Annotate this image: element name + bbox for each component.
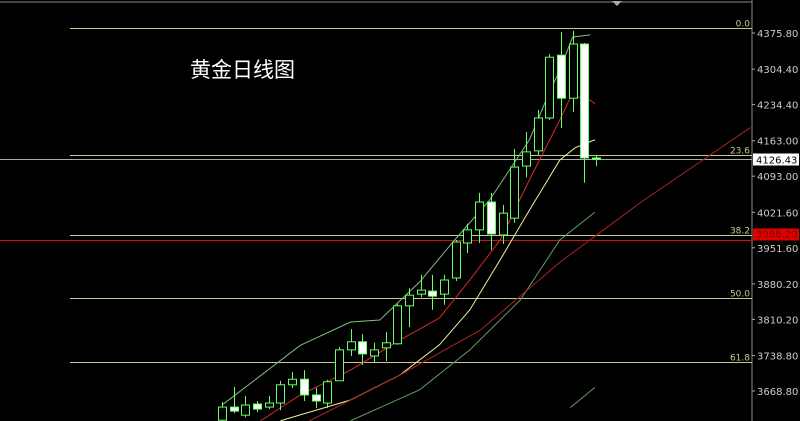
y-tick-label: 3668.80 (757, 387, 798, 398)
current-price-badge (753, 153, 799, 166)
bear-candle (230, 406, 239, 412)
bear-candle (253, 403, 262, 410)
bear-candle (557, 54, 566, 99)
bull-candle (288, 378, 297, 386)
bull-candle (382, 342, 391, 349)
bear-candle (487, 201, 496, 235)
fib-label: 38.2 (730, 227, 750, 237)
fib-label: 0.0 (736, 20, 751, 30)
y-tick-label: 3880.20 (757, 280, 798, 291)
indicator-line (350, 211, 596, 421)
bull-candle (347, 341, 356, 351)
y-tick-label: 3951.60 (757, 244, 798, 255)
indicator-line (221, 34, 591, 406)
bull-candle (534, 117, 543, 152)
bull-candle (463, 229, 472, 244)
bull-candle (241, 404, 250, 416)
indicator-line (280, 139, 596, 421)
y-tick-label: 4234.40 (757, 101, 798, 112)
bull-candle (405, 294, 414, 307)
indicator-line (309, 127, 751, 421)
y-tick-label: 4304.40 (757, 65, 798, 76)
bull-candle (393, 305, 402, 345)
shift-marker-icon (612, 1, 622, 6)
indicator-line (570, 386, 596, 408)
bull-candle (218, 406, 227, 421)
bear-candle (312, 394, 321, 402)
bull-candle (522, 151, 531, 167)
y-tick-label: 3810.20 (757, 315, 798, 326)
bull-candle (335, 349, 344, 382)
bull-candle (265, 402, 274, 408)
red-level-label: 3966.20 (756, 230, 797, 241)
y-tick-label: 4163.00 (757, 137, 798, 148)
bear-candle (300, 378, 309, 396)
y-tick-label: 4375.80 (757, 29, 798, 40)
current-price-label: 4126.43 (756, 156, 797, 167)
fib-label: 50.0 (730, 290, 750, 300)
bull-candle (417, 289, 426, 295)
bear-candle (358, 341, 367, 355)
indicator-line (260, 94, 596, 421)
bull-candle (510, 166, 519, 219)
bear-candle (592, 157, 601, 160)
y-tick-label: 4021.60 (757, 208, 798, 219)
bull-candle (276, 384, 285, 404)
chart-title: 黄金日线图 (190, 58, 295, 82)
fib-label: 61.8 (730, 354, 750, 364)
bull-candle (323, 381, 332, 404)
bear-candle (428, 290, 437, 297)
bull-candle (545, 56, 554, 119)
bull-candle (569, 43, 578, 99)
bull-candle (475, 201, 484, 231)
bull-candle (370, 349, 379, 357)
y-tick-label: 3738.80 (757, 352, 798, 363)
bear-candle (580, 43, 589, 159)
bull-candle (440, 279, 449, 295)
y-tick-label: 4093.00 (757, 172, 798, 183)
bull-candle (499, 212, 508, 236)
bull-candle (452, 241, 461, 279)
red-level-badge (753, 228, 799, 241)
fib-label: 23.6 (730, 147, 750, 157)
